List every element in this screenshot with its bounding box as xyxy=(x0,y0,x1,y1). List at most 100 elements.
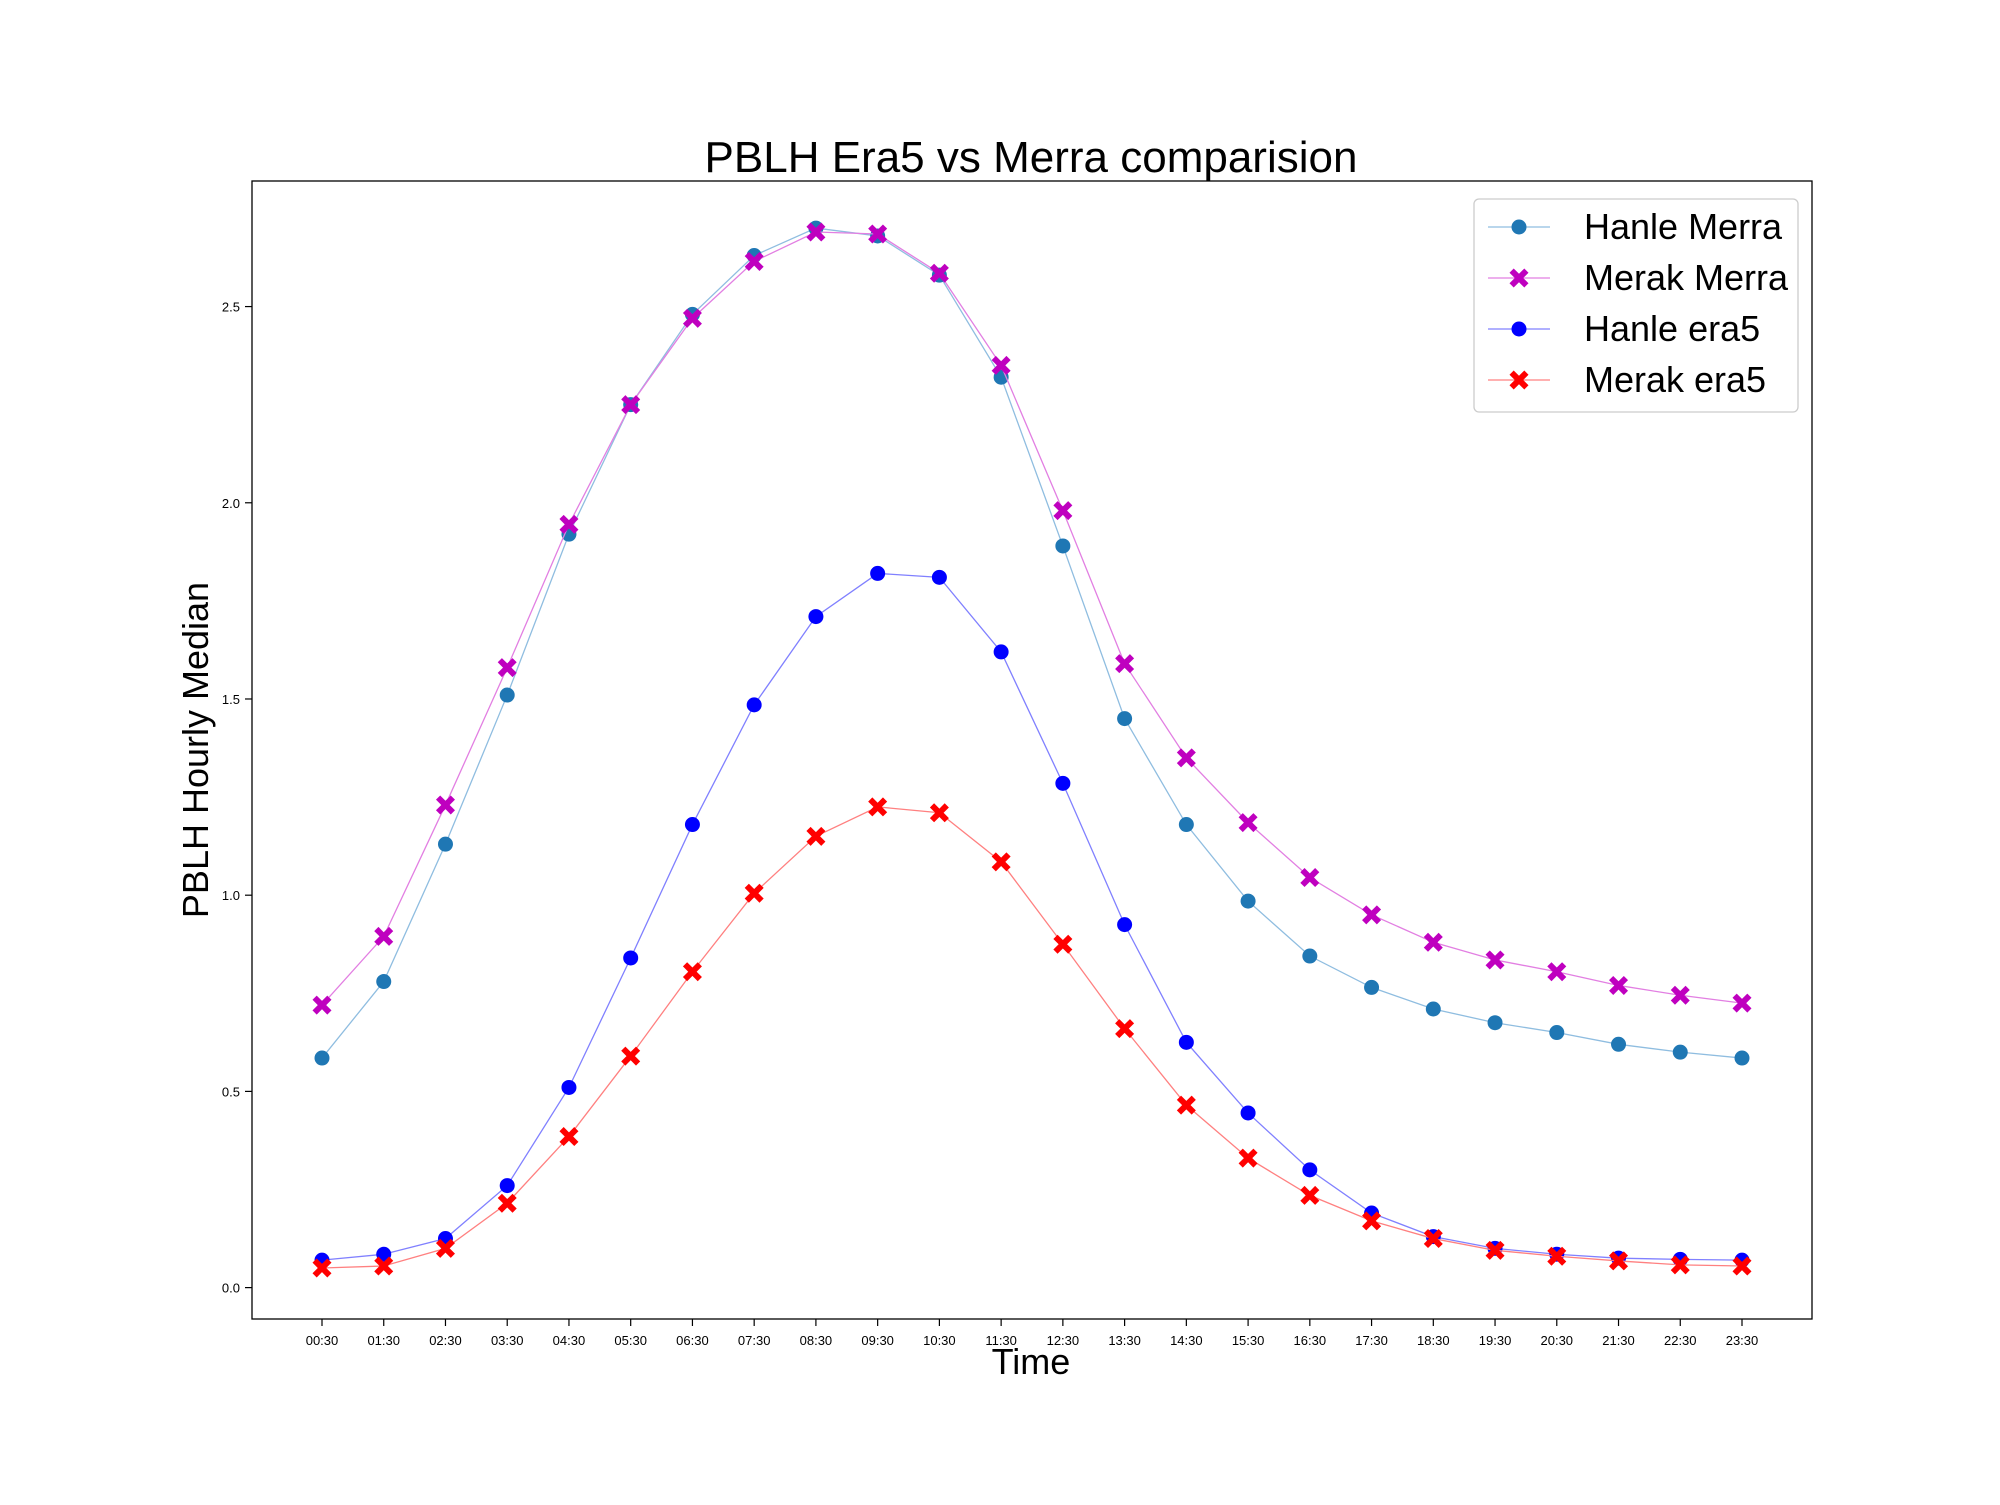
data-point xyxy=(312,995,332,1015)
data-point xyxy=(559,514,579,534)
data-point xyxy=(1055,538,1071,554)
data-point xyxy=(1609,1251,1629,1271)
x-tick-label: 02:30 xyxy=(429,1333,462,1348)
data-point xyxy=(437,836,453,852)
x-tick-label: 13:30 xyxy=(1108,1333,1141,1348)
legend-label: Hanle Merra xyxy=(1584,206,1783,247)
data-point xyxy=(1362,1211,1382,1231)
series-line xyxy=(321,231,1743,1006)
data-point xyxy=(1302,1162,1318,1178)
data-point xyxy=(1300,1185,1320,1205)
plot-frame xyxy=(251,180,1813,1320)
data-point xyxy=(559,1127,579,1147)
series-line xyxy=(321,572,1743,1261)
legend-label: Merak era5 xyxy=(1584,359,1766,400)
data-point xyxy=(497,658,517,678)
data-point xyxy=(1117,711,1133,727)
x-tick-label: 16:30 xyxy=(1294,1333,1327,1348)
data-point xyxy=(1670,1255,1690,1275)
x-axis-label: Time xyxy=(992,1341,1071,1382)
x-tick-label: 12:30 xyxy=(1047,1333,1080,1348)
data-point xyxy=(376,1246,392,1262)
x-tick-label: 10:30 xyxy=(923,1333,956,1348)
data-point xyxy=(1178,817,1194,833)
x-tick-label: 09:30 xyxy=(861,1333,894,1348)
data-point xyxy=(1302,948,1318,964)
data-point xyxy=(1611,1036,1627,1052)
data-point xyxy=(744,251,764,271)
data-point xyxy=(1176,1095,1196,1115)
x-tick-label: 08:30 xyxy=(800,1333,833,1348)
legend: Hanle Merra Merak Merra Hanle era5 Merak er… xyxy=(1473,198,1799,413)
data-point xyxy=(1485,950,1505,970)
series-line xyxy=(321,806,1743,1269)
data-point xyxy=(870,565,886,581)
data-point xyxy=(1423,1229,1443,1249)
series-merak-era5 xyxy=(312,797,1752,1278)
data-point xyxy=(1240,893,1256,909)
y-tick-label: 0.0 xyxy=(222,1281,240,1296)
plot-layer xyxy=(312,220,1752,1278)
y-tick-label: 2.5 xyxy=(222,300,240,315)
data-point xyxy=(682,308,702,328)
data-point xyxy=(1115,1019,1135,1039)
data-point xyxy=(1732,1256,1752,1276)
y-axis-label: PBLH Hourly Median xyxy=(175,582,216,918)
data-point xyxy=(684,817,700,833)
x-tick-label: 01:30 xyxy=(367,1333,400,1348)
legend-label: Merak Merra xyxy=(1584,257,1789,298)
data-point xyxy=(1115,654,1135,674)
data-point xyxy=(931,569,947,585)
x-tick-label: 22:30 xyxy=(1664,1333,1697,1348)
data-point xyxy=(929,263,949,283)
data-point xyxy=(1364,979,1380,995)
data-point xyxy=(1423,932,1443,952)
data-point xyxy=(991,355,1011,375)
series-line xyxy=(321,227,1743,1059)
data-point xyxy=(374,1256,394,1276)
data-point xyxy=(1362,905,1382,925)
data-point xyxy=(991,852,1011,872)
data-point xyxy=(1425,1001,1441,1017)
x-tick-label: 21:30 xyxy=(1602,1333,1635,1348)
y-tick-label: 2.0 xyxy=(222,496,240,511)
data-point xyxy=(744,883,764,903)
x-tick-label: 06:30 xyxy=(676,1333,709,1348)
data-point xyxy=(868,797,888,817)
legend-item: Merak Merra xyxy=(1488,257,1789,298)
data-point xyxy=(1117,917,1133,933)
data-point xyxy=(1609,975,1629,995)
data-point xyxy=(623,950,639,966)
data-point xyxy=(746,697,762,713)
legend-marker xyxy=(1509,268,1529,288)
data-point xyxy=(808,609,824,625)
data-point xyxy=(1734,1050,1750,1066)
x-tick-label: 00:30 xyxy=(306,1333,339,1348)
data-point xyxy=(1238,813,1258,833)
data-point xyxy=(497,1193,517,1213)
data-point xyxy=(806,222,826,242)
legend-item: Hanle era5 xyxy=(1488,308,1760,349)
data-point xyxy=(621,395,641,415)
x-tick-label: 18:30 xyxy=(1417,1333,1450,1348)
legend-marker xyxy=(1509,370,1529,390)
x-tick-label: 17:30 xyxy=(1355,1333,1388,1348)
data-point xyxy=(1547,962,1567,982)
legend-marker xyxy=(1511,321,1527,337)
data-point xyxy=(1300,868,1320,888)
y-tick-label: 1.5 xyxy=(222,692,240,707)
data-point xyxy=(1176,748,1196,768)
y-tick-label: 1.0 xyxy=(222,888,240,903)
data-point xyxy=(435,795,455,815)
legend-marker xyxy=(1511,219,1527,235)
data-point xyxy=(1732,993,1752,1013)
x-tick-label: 11:30 xyxy=(985,1333,1017,1348)
data-point xyxy=(1178,1034,1194,1050)
data-point xyxy=(1485,1240,1505,1260)
data-point xyxy=(499,687,515,703)
data-point xyxy=(1055,775,1071,791)
data-point xyxy=(314,1050,330,1066)
data-point xyxy=(993,644,1009,660)
data-point xyxy=(1549,1025,1565,1041)
